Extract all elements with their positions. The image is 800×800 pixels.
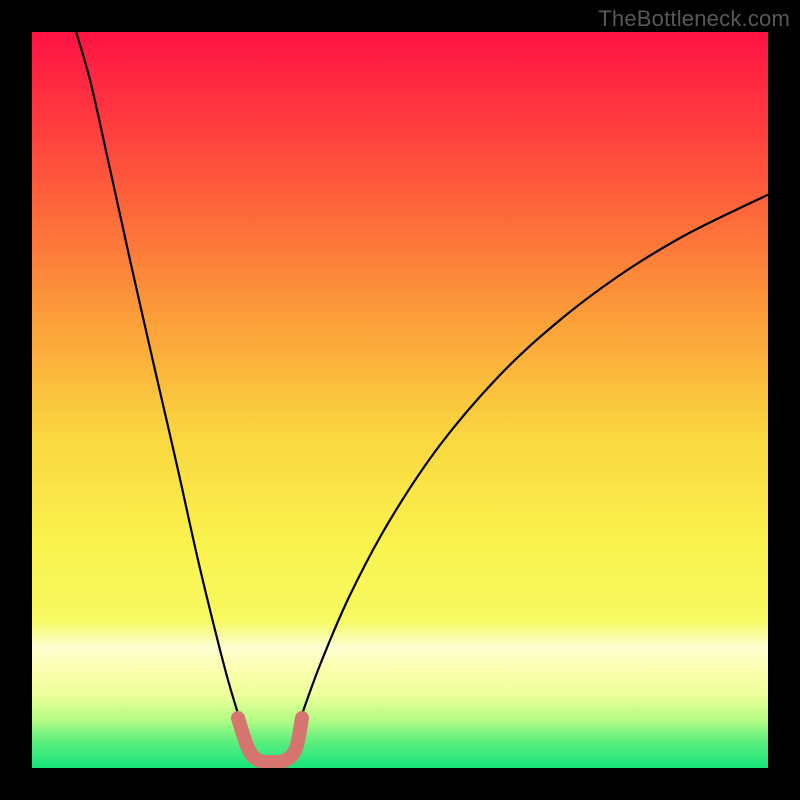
- bottleneck-chart-svg: [0, 0, 800, 800]
- chart-canvas: TheBottleneck.com: [0, 0, 800, 800]
- watermark-label: TheBottleneck.com: [598, 6, 790, 32]
- plot-gradient-bg: [32, 32, 768, 768]
